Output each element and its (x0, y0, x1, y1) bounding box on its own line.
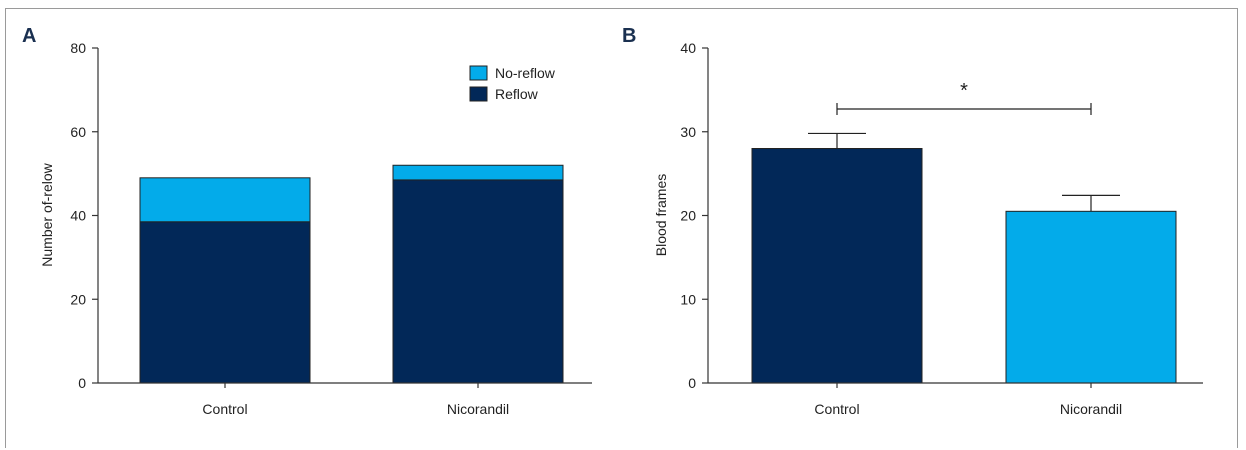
panel-b-plot: Control Nicorandil 0 10 20 30 40 * (680, 40, 1203, 417)
panel-a-plot: Control Nicorandil 0 20 40 60 80 No-reflow Reflo… (70, 40, 592, 417)
bar-no-reflow-nicorandil (392, 164, 564, 181)
panel-a-ylabel: Number of-relow (39, 162, 55, 266)
panel-a-y-tick-label: 80 (70, 40, 86, 56)
panel-a-y-tick-label: 0 (78, 375, 86, 391)
bar-no-reflow-control (139, 177, 311, 223)
panel-b-y-tick-label: 30 (680, 124, 696, 140)
panel-b-ylabel: Blood frames (653, 174, 669, 256)
legend-swatch-no-reflow (469, 65, 488, 81)
panel-b-y-tick-label: 20 (680, 208, 696, 224)
panel-a-x-tick-control: Control (202, 401, 247, 417)
panel-b-y-tick-label: 40 (680, 40, 696, 56)
panel-a-y-tick-label: 60 (70, 124, 86, 140)
panel-b-y-tick-label: 0 (688, 375, 696, 391)
significance-marker: * (960, 80, 968, 102)
panel-b-x-tick-nicorandil: Nicorandil (1060, 401, 1122, 417)
bar-control (751, 148, 923, 384)
panel-b-y-tick-label: 10 (680, 291, 696, 307)
legend-label-no-reflow: No-reflow (495, 65, 556, 81)
bar-reflow-control (139, 221, 311, 384)
bar-reflow-nicorandil (392, 179, 564, 384)
panel-a-letter: A (22, 25, 36, 47)
legend-label-reflow: Reflow (495, 86, 539, 102)
panel-a-x-tick-nicorandil: Nicorandil (447, 401, 509, 417)
panel-a-y-tick-label: 40 (70, 208, 86, 224)
legend-swatch-reflow (469, 86, 488, 102)
panel-b-letter: B (622, 25, 636, 47)
panel-b-x-tick-control: Control (814, 401, 859, 417)
figure-frame (5, 8, 1238, 448)
panel-a-y-tick-label: 20 (70, 291, 86, 307)
bar-nicorandil (1005, 210, 1177, 384)
